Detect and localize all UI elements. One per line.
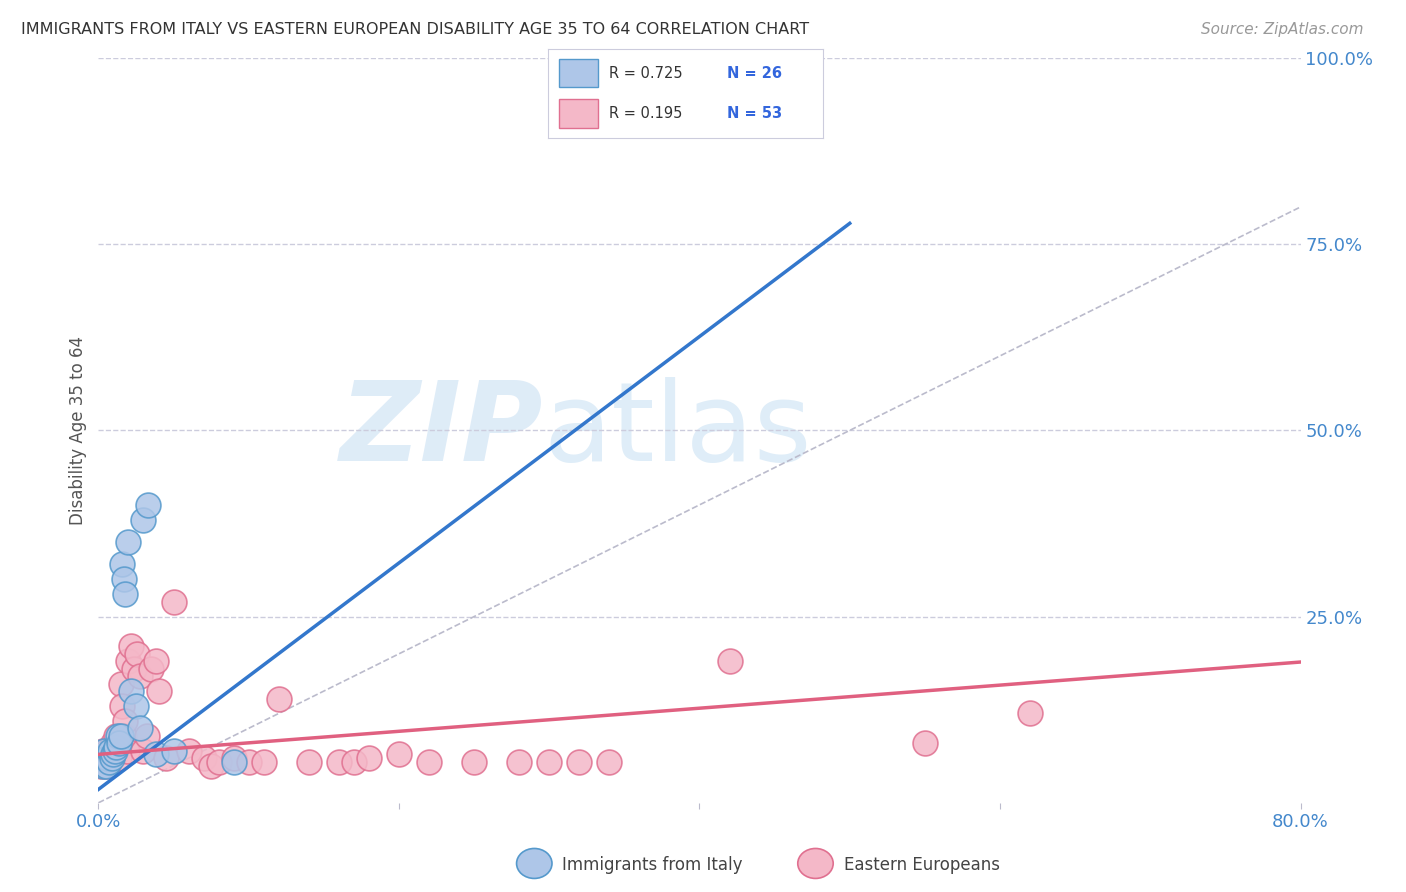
Y-axis label: Disability Age 35 to 64: Disability Age 35 to 64: [69, 336, 87, 524]
Point: [115, 744, 138, 758]
Point: [127, 647, 149, 661]
Point: [568, 755, 591, 769]
Point: [114, 714, 136, 728]
Point: [145, 654, 167, 668]
Text: atlas: atlas: [543, 377, 811, 483]
Point: [105, 729, 128, 743]
Point: [112, 573, 135, 587]
Point: [93, 744, 115, 758]
Point: [107, 729, 129, 743]
Point: [125, 698, 148, 713]
Point: [111, 558, 134, 572]
Point: [97, 755, 120, 769]
Point: [94, 758, 117, 772]
Point: [101, 744, 124, 758]
Point: [508, 755, 530, 769]
Point: [598, 755, 620, 769]
Text: Eastern Europeans: Eastern Europeans: [844, 856, 1000, 874]
Point: [135, 729, 157, 743]
Point: [145, 747, 167, 762]
Point: [328, 755, 350, 769]
Point: [110, 729, 132, 743]
Point: [105, 739, 128, 754]
Point: [718, 654, 741, 668]
Point: [117, 654, 139, 668]
Point: [90, 751, 112, 765]
Text: IMMIGRANTS FROM ITALY VS EASTERN EUROPEAN DISABILITY AGE 35 TO 64 CORRELATION CH: IMMIGRANTS FROM ITALY VS EASTERN EUROPEA…: [21, 22, 810, 37]
Point: [121, 640, 143, 654]
Point: [94, 758, 117, 772]
Point: [97, 755, 120, 769]
Point: [132, 513, 155, 527]
Point: [222, 755, 245, 769]
Point: [108, 736, 131, 750]
Point: [90, 758, 112, 772]
Point: [96, 751, 118, 765]
Point: [107, 744, 129, 758]
Point: [238, 755, 260, 769]
Point: [388, 747, 411, 762]
Point: [91, 758, 114, 772]
Point: [129, 669, 152, 683]
Point: [177, 744, 200, 758]
Point: [108, 751, 131, 765]
Point: [155, 751, 177, 765]
Text: R = 0.195: R = 0.195: [609, 106, 682, 120]
Point: [298, 755, 321, 769]
Circle shape: [516, 848, 553, 879]
Point: [343, 755, 366, 769]
Point: [96, 744, 118, 758]
Point: [132, 744, 155, 758]
Point: [114, 587, 136, 601]
Bar: [560, 99, 598, 128]
Text: ZIP: ZIP: [340, 377, 543, 483]
Point: [162, 744, 184, 758]
Point: [104, 744, 127, 758]
Point: [112, 729, 135, 743]
Text: Immigrants from Italy: Immigrants from Italy: [562, 856, 742, 874]
Point: [100, 744, 122, 758]
Point: [267, 691, 290, 706]
Text: Source: ZipAtlas.com: Source: ZipAtlas.com: [1201, 22, 1364, 37]
Point: [148, 684, 170, 698]
Point: [117, 535, 139, 549]
Point: [1019, 706, 1042, 721]
Point: [914, 736, 936, 750]
Point: [136, 498, 159, 512]
Point: [104, 747, 127, 762]
Point: [200, 758, 222, 772]
Point: [89, 751, 111, 765]
Point: [103, 747, 125, 762]
Point: [139, 662, 162, 676]
Point: [357, 751, 380, 765]
Circle shape: [797, 848, 834, 879]
Text: N = 26: N = 26: [727, 66, 782, 80]
Point: [110, 676, 132, 690]
Point: [418, 755, 440, 769]
Point: [463, 755, 485, 769]
Point: [162, 595, 184, 609]
Text: N = 53: N = 53: [727, 106, 782, 120]
Point: [129, 721, 152, 735]
Point: [101, 751, 124, 765]
Point: [100, 751, 122, 765]
Point: [91, 744, 114, 758]
Point: [121, 684, 143, 698]
Point: [93, 751, 115, 765]
Point: [538, 755, 561, 769]
Point: [103, 736, 125, 750]
Point: [124, 662, 146, 676]
Point: [208, 755, 231, 769]
Text: R = 0.725: R = 0.725: [609, 66, 682, 80]
Point: [193, 751, 215, 765]
Point: [253, 755, 276, 769]
Point: [222, 751, 245, 765]
Point: [111, 698, 134, 713]
Bar: [560, 59, 598, 87]
